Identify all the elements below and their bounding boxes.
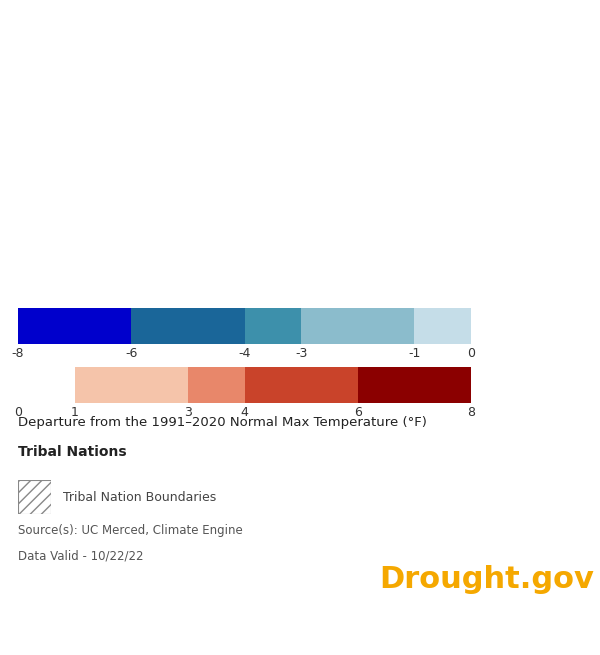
Text: Departure from the 1991–2020 Normal Max Temperature (°F): Departure from the 1991–2020 Normal Max …: [18, 416, 427, 429]
Bar: [188, 367, 245, 403]
Bar: [245, 308, 301, 344]
Bar: [245, 367, 358, 403]
Bar: [415, 308, 471, 344]
Text: Tribal Nations: Tribal Nations: [18, 445, 127, 459]
Text: Source(s): UC Merced, Climate Engine: Source(s): UC Merced, Climate Engine: [18, 524, 243, 537]
Bar: [18, 308, 131, 344]
Text: Drought.gov: Drought.gov: [379, 565, 594, 594]
Bar: [18, 367, 74, 403]
Bar: [74, 367, 188, 403]
Text: Tribal Nation Boundaries: Tribal Nation Boundaries: [63, 491, 216, 504]
Bar: [358, 367, 471, 403]
Bar: [301, 308, 415, 344]
Text: Data Valid - 10/22/22: Data Valid - 10/22/22: [18, 549, 143, 562]
Bar: [131, 308, 245, 344]
